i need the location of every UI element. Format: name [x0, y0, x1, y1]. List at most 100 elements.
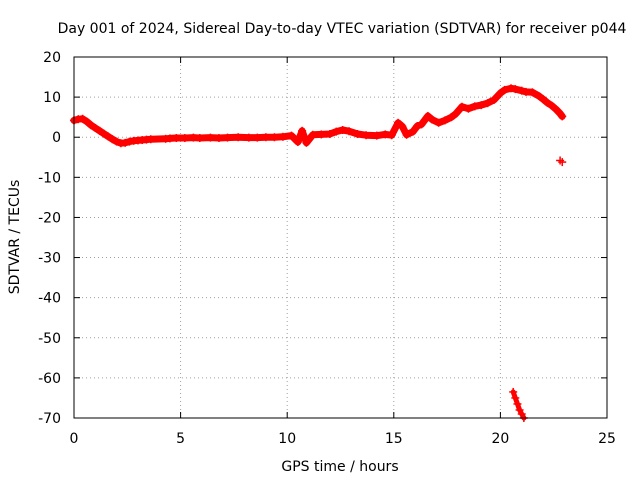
- data-point: [477, 101, 486, 110]
- data-point: [293, 138, 302, 147]
- grid-lines: [74, 57, 607, 418]
- data-point: [108, 135, 117, 144]
- data-point: [308, 130, 317, 139]
- data-point: [543, 98, 552, 107]
- data-point: [345, 127, 354, 136]
- plot-frame: [73, 56, 608, 419]
- data-point: [353, 130, 362, 139]
- data-point: [244, 133, 253, 142]
- tick-labels: 0 5 10 15 20 25 20 10 0 -10 -20 -30 -40 -50 -60 -70: [38, 50, 616, 447]
- data-point: [447, 113, 456, 122]
- data-point: [338, 126, 347, 135]
- y-tick-label: 20: [43, 50, 61, 66]
- y-tick-label: -30: [38, 251, 61, 267]
- data-point: [87, 121, 96, 130]
- data-point: [332, 127, 341, 136]
- data-point: [517, 86, 526, 95]
- data-point: [234, 133, 243, 142]
- data-point: [558, 112, 567, 121]
- y-tick-label: 0: [52, 130, 61, 146]
- data-point: [408, 127, 417, 136]
- data-point: [534, 91, 543, 100]
- data-point: [517, 409, 526, 418]
- y-tick-label: 10: [43, 90, 61, 106]
- data-point: [99, 129, 108, 138]
- data-point: [558, 158, 567, 167]
- data-point: [464, 104, 473, 113]
- data-point: [287, 131, 296, 140]
- data-point: [82, 117, 91, 126]
- y-tick-label: -70: [38, 411, 61, 427]
- y-tick-label: -10: [38, 170, 61, 186]
- data-point: [91, 123, 100, 132]
- data-point: [423, 111, 432, 120]
- data-point: [434, 118, 443, 127]
- x-tick-label: 5: [176, 431, 185, 447]
- x-tick-label: 0: [70, 431, 79, 447]
- data-point: [394, 118, 403, 127]
- y-tick-label: -20: [38, 210, 61, 226]
- data-point: [500, 85, 509, 94]
- data-point: [223, 133, 232, 142]
- y-axis-title: SDTVAR / TECUs: [7, 180, 23, 295]
- data-point: [298, 126, 307, 135]
- data-point: [125, 137, 134, 146]
- data-point: [398, 122, 407, 131]
- y-tick-label: -50: [38, 331, 61, 347]
- data-point: [547, 101, 556, 110]
- x-tick-label: 20: [491, 431, 509, 447]
- data-point: [146, 135, 155, 144]
- data-point: [112, 137, 121, 146]
- data-point: [539, 95, 548, 104]
- data-point: [270, 133, 279, 142]
- data-point: [513, 399, 522, 408]
- data-point: [515, 405, 524, 414]
- data-point: [121, 138, 130, 147]
- data-point: [78, 114, 87, 123]
- data-point: [214, 134, 223, 143]
- data-point: [387, 131, 396, 140]
- data-point: [511, 85, 520, 94]
- y-tick-label: -40: [38, 291, 61, 307]
- data-point: [278, 132, 287, 141]
- data-point: [458, 102, 467, 111]
- data-point: [528, 88, 537, 97]
- data-point: [440, 116, 449, 125]
- data-point: [507, 84, 516, 93]
- x-tick-label: 25: [598, 431, 616, 447]
- data-point: [372, 131, 381, 140]
- data-point: [509, 387, 518, 396]
- x-tick-label: 10: [278, 431, 296, 447]
- data-point: [104, 132, 113, 141]
- data-point: [317, 130, 326, 139]
- data-point: [253, 133, 262, 142]
- data-point: [381, 130, 390, 139]
- data-point: [551, 105, 560, 114]
- data-point: [261, 133, 270, 142]
- data-point: [417, 120, 426, 129]
- data-point: [362, 131, 371, 140]
- data-point: [172, 134, 181, 143]
- data-point: [180, 134, 189, 143]
- data-point: [496, 89, 505, 98]
- data-point: [511, 393, 520, 402]
- data-point: [483, 99, 492, 108]
- x-tick-label: 15: [385, 431, 403, 447]
- data-series: [70, 84, 567, 422]
- data-point: [490, 95, 499, 104]
- data-point: [206, 133, 215, 142]
- x-axis-title: GPS time / hours: [281, 459, 398, 475]
- data-point: [302, 138, 311, 147]
- data-point: [451, 109, 460, 118]
- data-point: [195, 134, 204, 143]
- data-point: [428, 115, 437, 124]
- data-point: [402, 130, 411, 139]
- data-point: [325, 130, 334, 139]
- y-tick-label: -60: [38, 371, 61, 387]
- data-point: [470, 102, 479, 111]
- axis-ticks: [73, 56, 608, 419]
- data-point: [413, 121, 422, 130]
- data-point: [95, 126, 104, 135]
